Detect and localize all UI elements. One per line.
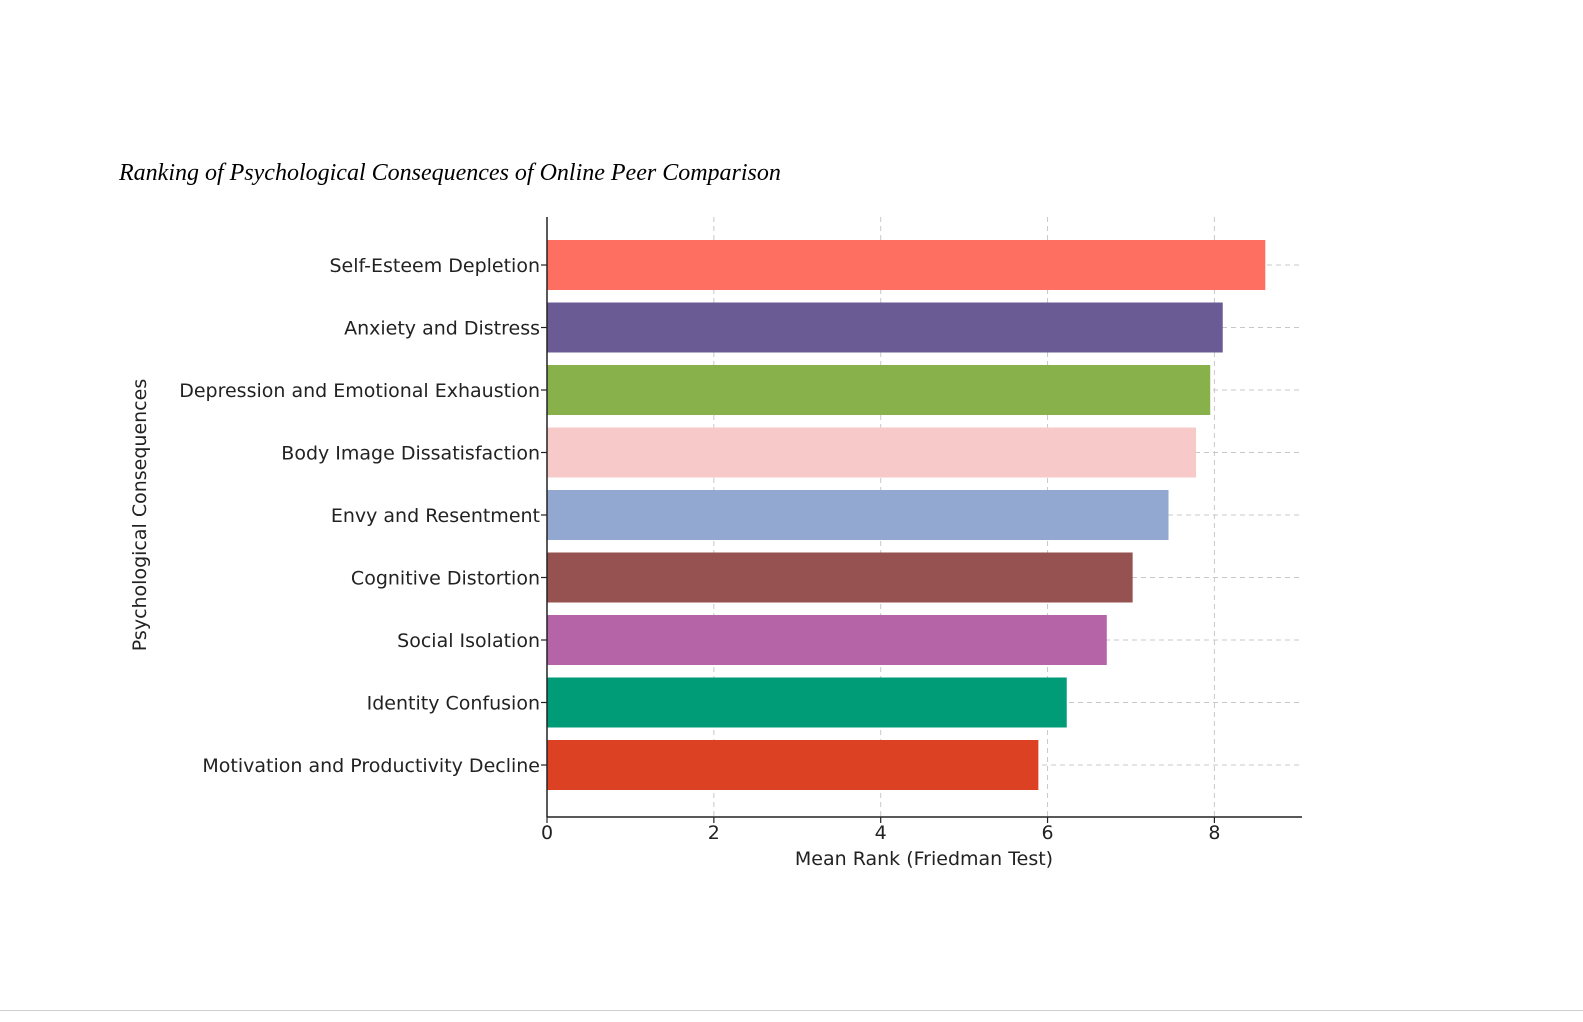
x-tick-label: 8 — [1208, 822, 1220, 844]
y-axis-label: Psychological Consequences — [129, 379, 151, 651]
bar-self-esteem-depletion — [547, 240, 1266, 290]
bar-depression-and-emotional-exhaustion — [547, 365, 1211, 415]
bar-body-image-dissatisfaction — [547, 427, 1197, 478]
bar-anxiety-and-distress — [547, 302, 1223, 353]
y-tick-label: Anxiety and Distress — [344, 318, 540, 340]
y-tick-label: Identity Confusion — [367, 693, 540, 715]
bar-identity-confusion — [547, 677, 1067, 728]
y-tick-label: Envy and Resentment — [331, 505, 540, 527]
y-tick-label: Social Isolation — [397, 630, 540, 652]
axis-layer — [541, 217, 1302, 823]
bottom-divider — [0, 1010, 1583, 1011]
x-tick-label: 6 — [1042, 822, 1054, 844]
x-tick-label: 2 — [708, 822, 720, 844]
y-tick-label: Body Image Dissatisfaction — [281, 443, 540, 465]
y-tick-label: Motivation and Productivity Decline — [202, 755, 540, 777]
y-tick-label: Cognitive Distortion — [351, 568, 540, 590]
label-layer: 0 2 4 6 8 Self-Esteem Depletion Anxiety and Di… — [179, 255, 1220, 844]
bar-social-isolation — [547, 615, 1107, 665]
chart-title: Ranking of Psychological Consequences of… — [119, 160, 781, 186]
y-tick-label: Self-Esteem Depletion — [329, 255, 540, 277]
bar-layer — [547, 240, 1266, 790]
y-tick-label: Depression and Emotional Exhaustion — [179, 380, 540, 402]
x-tick-label: 0 — [541, 822, 553, 844]
x-axis-label: Mean Rank (Friedman Test) — [795, 848, 1053, 870]
bar-cognitive-distortion — [547, 552, 1133, 603]
x-tick-label: 4 — [875, 822, 887, 844]
bar-envy-and-resentment — [547, 490, 1169, 540]
bar-motivation-and-productivity-decline — [547, 740, 1039, 790]
